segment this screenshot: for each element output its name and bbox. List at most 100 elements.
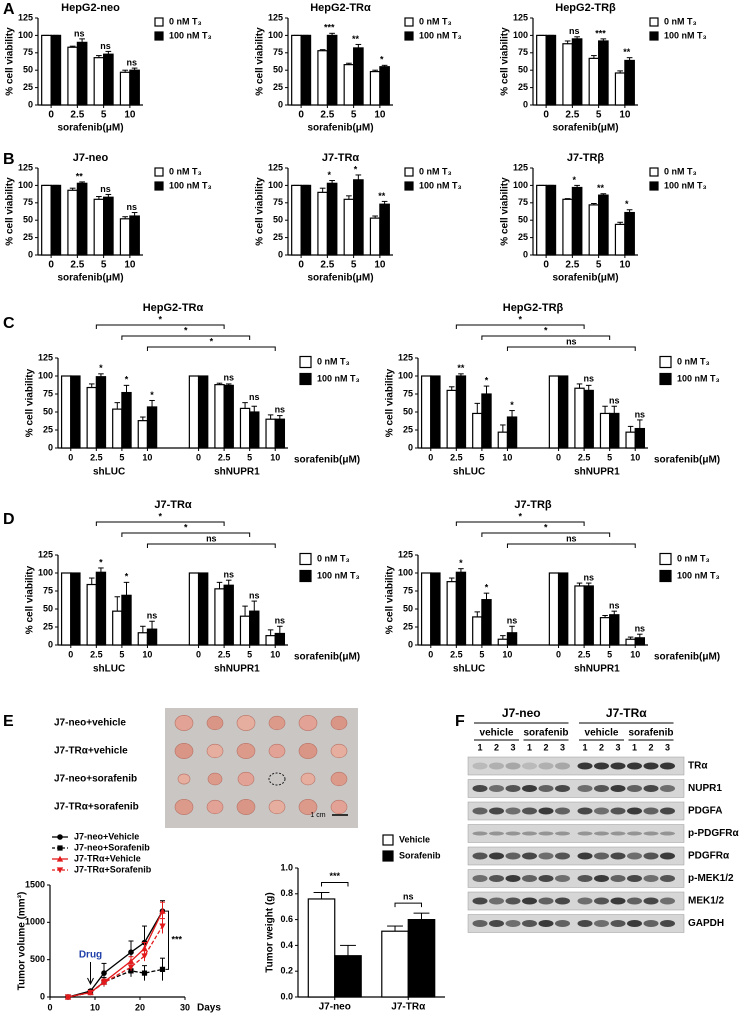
bar (76, 41, 88, 106)
error-bar (267, 414, 274, 420)
legend-swatch (299, 355, 312, 369)
blot-band (594, 920, 609, 927)
y-tick-label: 100 (513, 30, 528, 40)
error-bar (637, 633, 643, 638)
legend-label: 0 nM T₃ (677, 356, 710, 366)
bar (146, 406, 158, 449)
blot-band (489, 785, 504, 792)
legend-swatch (649, 167, 659, 177)
y-tick-label: 100 (38, 567, 53, 577)
error-bar (149, 620, 155, 630)
error-bar (637, 419, 643, 429)
protein-label: NUPR1 (688, 783, 722, 794)
blot-band (538, 920, 554, 927)
marker (101, 970, 107, 976)
legend-label: Sorafenib (399, 850, 441, 860)
blot-band (643, 807, 659, 815)
sig-label: ns (223, 373, 234, 383)
protein-label: GAPDH (688, 918, 724, 929)
x-tick-label: 10 (374, 110, 386, 121)
bar (188, 572, 200, 646)
blot-band (594, 807, 609, 815)
bar (239, 615, 251, 646)
blot-band (472, 897, 488, 905)
protein-label: p-PDGFRα (688, 828, 739, 839)
legend-swatch (649, 181, 659, 191)
x-tick-label: 0 (298, 260, 304, 271)
tumor (206, 743, 224, 759)
bar (369, 217, 381, 256)
blot-strip (467, 801, 685, 821)
sig-label: ns (635, 624, 646, 634)
bar (223, 384, 234, 449)
blot-band (555, 920, 570, 927)
blot-band (660, 831, 675, 836)
error-bar (564, 198, 571, 200)
x-tick-label: 2.5 (450, 452, 463, 462)
error-bar (277, 625, 283, 634)
bar (497, 638, 509, 646)
y-tick-label: 50 (403, 603, 413, 613)
x-axis-label: sorafenib(μM) (307, 273, 373, 284)
comparison-bracket (506, 543, 636, 548)
x-tick-label: 5 (119, 452, 124, 462)
blot-band (505, 762, 521, 770)
group-label: shLUC (453, 467, 485, 478)
bar (119, 218, 131, 256)
blot-band (643, 897, 659, 905)
tumor (207, 772, 223, 786)
bar (274, 632, 286, 646)
legend-swatch (154, 167, 164, 177)
comparison-bracket (455, 521, 585, 526)
error-bar (611, 610, 618, 615)
marker (159, 923, 166, 930)
bar (214, 384, 225, 449)
sig-bracket (165, 910, 169, 970)
lane-label: 3 (510, 742, 515, 752)
blot-band (472, 762, 488, 770)
error-bar (381, 64, 388, 67)
lane-label: 1 (527, 742, 532, 752)
y-tick-label: 100 (268, 30, 283, 40)
blot-band (577, 807, 593, 815)
panel-label: B (3, 151, 15, 168)
y-tick-label: 50 (273, 215, 283, 225)
blot-band (538, 785, 554, 792)
blot-band (472, 875, 488, 882)
blot-band (643, 831, 659, 836)
sig-label: ns (74, 28, 85, 38)
y-tick-label: 1000 (25, 917, 45, 927)
comparison-bracket (146, 543, 276, 548)
blot-band (489, 762, 504, 770)
legend-label: 0 nM T₃ (169, 16, 202, 26)
error-bar (458, 568, 464, 573)
bar (317, 50, 328, 106)
marker (141, 953, 148, 960)
legend-label: 0 nM T₃ (419, 16, 452, 26)
sig-label: ns (100, 41, 111, 51)
x-tick-label: 5 (596, 260, 602, 271)
blot-band (555, 785, 570, 792)
error-bar (105, 50, 112, 55)
blot-strip (467, 846, 685, 866)
sig-label: * (99, 557, 103, 567)
bar (625, 638, 636, 646)
y-tick-label: 25 (518, 232, 528, 242)
sig-label: ns (127, 57, 138, 67)
y-tick-label: 25 (403, 621, 413, 631)
y-axis-label: Tumor volume (mm³) (17, 892, 28, 991)
error-bar (319, 187, 326, 193)
bar (103, 53, 114, 106)
error-bar (576, 383, 583, 389)
x-tick-label: 10 (619, 110, 631, 121)
blot-band (472, 852, 488, 860)
error-bar (131, 212, 138, 217)
legend-swatch (299, 569, 312, 583)
y-axis-label: % cell viability (5, 177, 16, 246)
blot-band (610, 762, 626, 770)
panel-label: E (3, 713, 14, 730)
sig-label: ns (635, 409, 646, 419)
error-bar (627, 425, 634, 433)
bar (343, 198, 355, 256)
legend-marker (56, 867, 64, 874)
